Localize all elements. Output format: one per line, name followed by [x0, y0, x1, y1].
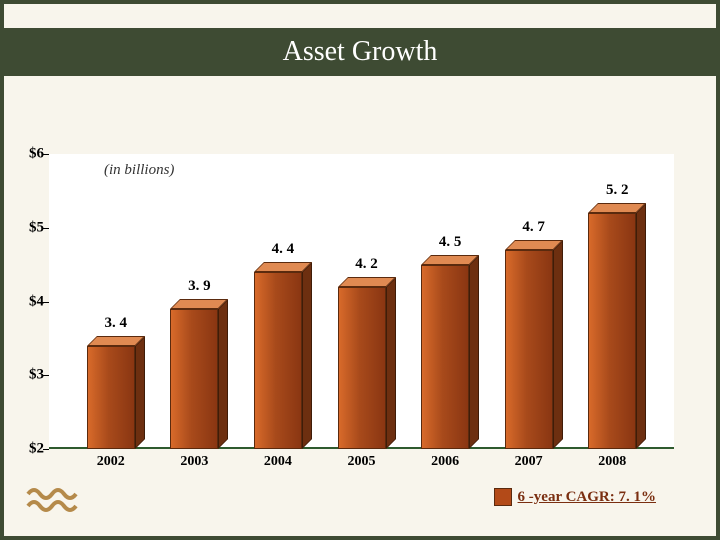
bar-front	[87, 346, 135, 449]
bar-front	[170, 309, 218, 449]
bar-top	[421, 255, 479, 265]
chart-subtitle: (in billions)	[104, 162, 174, 179]
bar-front	[338, 287, 386, 449]
bar-top	[254, 262, 312, 272]
y-tick-mark	[43, 228, 49, 229]
bar-side	[636, 203, 646, 449]
y-tick-label: $2	[14, 441, 44, 458]
bar-value-label: 3. 9	[169, 278, 229, 295]
y-tick-label: $6	[14, 146, 44, 163]
x-tick-label: 2008	[598, 454, 626, 470]
y-tick-mark	[43, 154, 49, 155]
bar-side	[469, 255, 479, 449]
x-tick-label: 2006	[431, 454, 459, 470]
x-tick-label: 2007	[515, 454, 543, 470]
bar-value-label: 4. 7	[504, 219, 564, 236]
bar-top	[338, 277, 396, 287]
brand-logo-icon	[22, 482, 82, 518]
bar	[588, 203, 646, 449]
x-tick-label: 2003	[180, 454, 208, 470]
bar	[254, 262, 312, 449]
legend-swatch	[494, 488, 512, 506]
bar-side	[386, 277, 396, 449]
bar-value-label: 5. 2	[587, 182, 647, 199]
bar	[505, 240, 563, 449]
bar	[421, 255, 479, 449]
bar	[87, 336, 145, 449]
bar-side	[135, 336, 145, 449]
bar-front	[588, 213, 636, 449]
x-tick-label: 2004	[264, 454, 292, 470]
y-tick-label: $4	[14, 293, 44, 310]
slide-frame: Asset Growth (in billions) $2$3$4$5$63. …	[0, 0, 720, 540]
bar-top	[87, 336, 145, 346]
x-tick-label: 2005	[348, 454, 376, 470]
bar-side	[302, 262, 312, 449]
bar	[170, 299, 228, 449]
bar-side	[218, 299, 228, 449]
bar-front	[505, 250, 553, 449]
bar	[338, 277, 396, 449]
bar-value-label: 4. 4	[253, 241, 313, 258]
bar-top	[505, 240, 563, 250]
y-tick-mark	[43, 375, 49, 376]
slide-title: Asset Growth	[283, 36, 438, 67]
legend-text: 6 -year CAGR: 7. 1%	[518, 489, 656, 506]
bar-value-label: 4. 2	[337, 256, 397, 273]
y-tick-label: $5	[14, 219, 44, 236]
cagr-legend: 6 -year CAGR: 7. 1%	[494, 488, 656, 506]
asset-growth-chart: (in billions) $2$3$4$5$63. 420023. 92003…	[49, 154, 674, 449]
y-tick-mark	[43, 449, 49, 450]
title-band: Asset Growth	[4, 28, 716, 76]
x-tick-label: 2002	[97, 454, 125, 470]
y-tick-mark	[43, 302, 49, 303]
y-tick-label: $3	[14, 367, 44, 384]
bar-side	[553, 240, 563, 449]
bar-front	[421, 265, 469, 449]
bar-front	[254, 272, 302, 449]
bar-value-label: 4. 5	[420, 234, 480, 251]
bar-value-label: 3. 4	[86, 315, 146, 332]
